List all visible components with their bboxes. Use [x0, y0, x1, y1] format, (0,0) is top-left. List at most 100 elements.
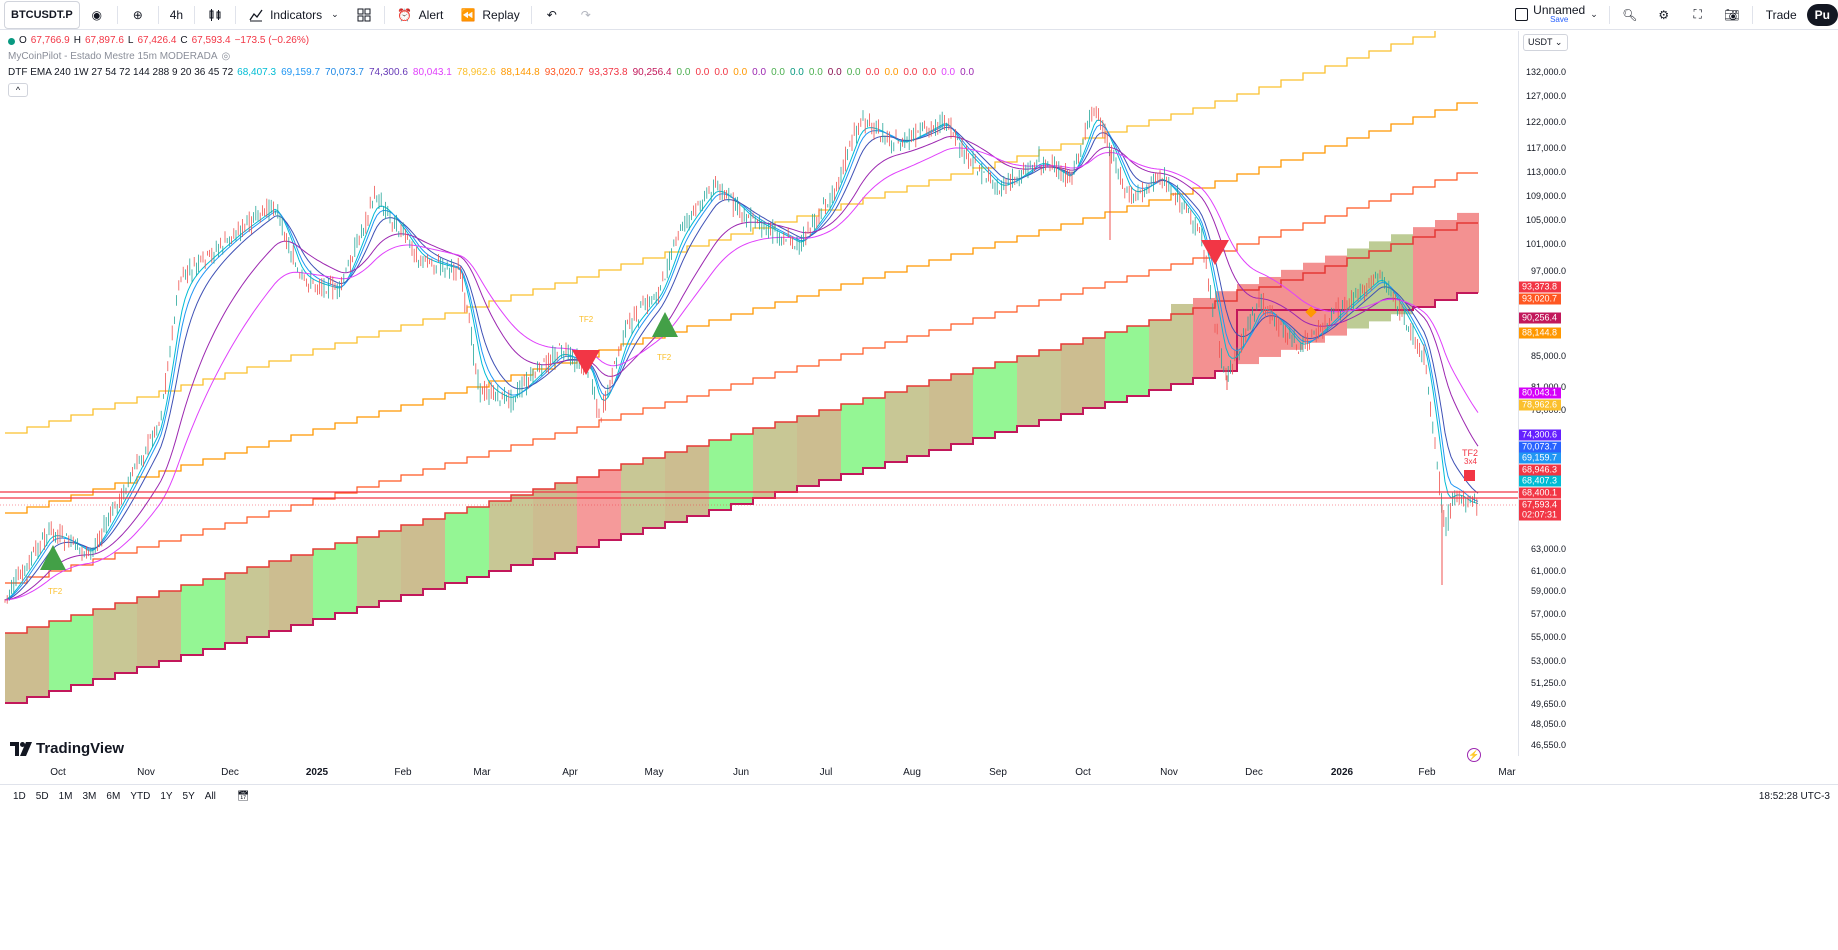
separator — [235, 5, 237, 24]
cloud-segment — [27, 626, 49, 697]
price-badge: 69,159.7 — [1519, 452, 1561, 464]
ema-lines — [4, 119, 1479, 601]
cloud-segment — [753, 428, 775, 499]
alert-button[interactable]: ⏰ Alert — [388, 1, 452, 29]
bottom-bar: 1D 5D 1M 3M 6M YTD 1Y 5Y All 📅︎ 18:52:28 UTC-3 — [0, 784, 1838, 808]
change-value: −173.5 (−0.26%) — [234, 35, 310, 46]
eye-slash-icon[interactable]: ◎ — [221, 51, 231, 62]
indicator-row-1[interactable]: MyCoinPilot - Estado Mestre 15m MODERADA… — [8, 49, 979, 65]
cloud-segment — [973, 368, 995, 439]
tradingview-logo[interactable]: TradingView — [10, 740, 124, 757]
time-axis[interactable]: Oct Nov Dec 2025 Feb Mar Apr May Jun Jul Aug Sep Oct… — [0, 762, 1568, 784]
cloud-segment — [687, 446, 709, 517]
indicators-button[interactable]: Indicators ⌄ — [239, 1, 347, 29]
cloud-segment — [863, 398, 885, 469]
price-tick: 59,000.0 — [1530, 586, 1566, 596]
range-button[interactable]: 6M — [106, 791, 121, 802]
ohlc-row: O 67,766.9 H 67,897.6 L 67,426.4 C 67,593.4 … — [8, 33, 979, 49]
publish-button[interactable]: Pu — [1806, 3, 1838, 26]
cloud-segment — [665, 452, 687, 523]
cloud-segment — [445, 512, 467, 583]
cloud-segment — [995, 362, 1017, 433]
chart-type-button[interactable] — [198, 1, 232, 29]
tf2-sub-label: 3x4 — [1464, 457, 1477, 466]
range-button[interactable]: 5Y — [182, 791, 195, 802]
cloud-segment — [93, 608, 115, 679]
currency-select[interactable]: USDT ⌄ — [1523, 34, 1568, 51]
range-button[interactable]: 5D — [35, 791, 49, 802]
cloud-segment — [1149, 320, 1171, 391]
price-badge: 02:07:31 — [1519, 509, 1561, 521]
indicators-icon — [247, 6, 265, 24]
indicator-value: 80,043.1 — [412, 67, 452, 78]
price-badge: 74,300.6 — [1519, 429, 1561, 441]
range-button[interactable]: 1Y — [160, 791, 173, 802]
layout-save-label: Save — [1550, 14, 1569, 24]
cloud-segment — [1457, 212, 1479, 293]
price-tick: 132,000.0 — [1525, 67, 1566, 77]
snapshot-button[interactable]: 📷︎ — [1715, 1, 1749, 29]
indicator-value: 78,962.6 — [456, 67, 496, 78]
layout-button[interactable]: Unnamed Save ⌄ — [1507, 1, 1606, 29]
range-button[interactable]: YTD — [130, 791, 151, 802]
range-button[interactable]: 3M — [82, 791, 97, 802]
quick-search-button[interactable]: 🔍︎ — [1613, 1, 1647, 29]
interval-button[interactable]: 4h — [162, 1, 191, 29]
chevron-up-icon: ^ — [15, 85, 21, 95]
clock[interactable]: 18:52:28 UTC-3 — [1759, 791, 1830, 802]
cloud-segment — [313, 548, 335, 619]
settings-button[interactable]: ⚙ — [1647, 1, 1681, 29]
symbol-search[interactable]: BTCUSDT.P — [4, 0, 80, 29]
separator — [157, 5, 159, 24]
replay-button[interactable]: ⏪ Replay — [451, 1, 527, 29]
gear-icon: ⚙ — [1658, 7, 1670, 22]
templates-button[interactable] — [347, 1, 381, 29]
price-tick: 63,000.0 — [1530, 544, 1566, 554]
trade-button[interactable]: Trade — [1756, 1, 1807, 29]
interval-label: 4h — [169, 7, 184, 22]
step-line — [5, 31, 1436, 434]
symbol-compare-button[interactable]: ◉ — [80, 1, 114, 29]
range-button[interactable]: 1D — [13, 791, 26, 802]
range-button[interactable]: All — [204, 791, 216, 802]
cloud-segment — [1435, 220, 1457, 301]
cloud-segment — [1193, 297, 1215, 378]
time-label: Jul — [819, 767, 833, 778]
add-symbol-button[interactable]: ⊕ — [121, 1, 155, 29]
indicator-value: 0.0 — [960, 67, 975, 78]
cloud-segment — [71, 614, 93, 685]
chevron-down-icon: ⌄ — [1590, 9, 1598, 19]
cloud-segment — [159, 590, 181, 661]
indicator-values: 68,407.3 69,159.7 70,073.7 74,300.6 80,043.1… — [237, 65, 979, 81]
indicator-value: 93,020.7 — [544, 67, 584, 78]
collapse-legend-button[interactable]: ^ — [8, 83, 28, 97]
time-label: Nov — [1160, 767, 1178, 778]
cloud-segment — [533, 488, 555, 559]
sell-signal-marker — [1201, 240, 1229, 265]
separator — [530, 5, 532, 24]
redo-button[interactable]: ↷ — [569, 1, 603, 29]
calendar-icon[interactable]: 📅︎ — [236, 791, 250, 802]
indicator-value: 88,144.8 — [500, 67, 540, 78]
price-tick: 57,000.0 — [1530, 609, 1566, 619]
range-button[interactable]: 1M — [58, 791, 73, 802]
cloud-segment — [423, 518, 445, 589]
fullscreen-button[interactable]: ⛶ — [1681, 1, 1715, 29]
time-label: May — [644, 767, 664, 778]
time-label: Aug — [903, 767, 921, 778]
undo-button[interactable]: ↶ — [535, 1, 569, 29]
indicator-row-2[interactable]: DTF EMA 240 1W 27 54 72 144 288 9 20 36 … — [8, 65, 979, 81]
time-label: Dec — [221, 767, 239, 778]
lightning-icon[interactable]: ⚡ — [1467, 748, 1481, 762]
indicator-value: 0.0 — [752, 67, 767, 78]
indicator-value: 93,373.8 — [588, 67, 628, 78]
chevron-down-icon: ⌄ — [1554, 37, 1563, 47]
price-tick: 122,000.0 — [1525, 117, 1566, 127]
toolbar-right: Unnamed Save ⌄ 🔍︎ ⚙ ⛶ 📷︎ Trade Pu — [1507, 1, 1838, 29]
step-line — [5, 172, 1478, 584]
price-tick: 113,000.0 — [1526, 167, 1566, 177]
indicator-value: 0.0 — [846, 67, 861, 78]
cloud-segment — [511, 494, 533, 565]
